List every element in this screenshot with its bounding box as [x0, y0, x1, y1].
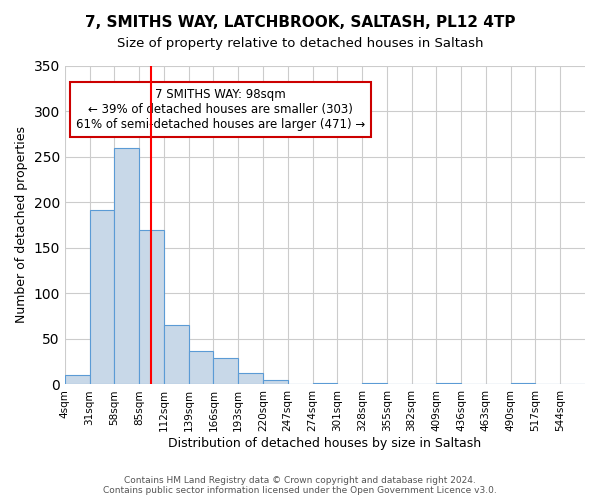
Text: Contains HM Land Registry data © Crown copyright and database right 2024.
Contai: Contains HM Land Registry data © Crown c…: [103, 476, 497, 495]
Bar: [436, 382, 461, 384]
Bar: [164, 325, 188, 384]
Bar: [115, 148, 139, 384]
Bar: [65, 376, 89, 384]
Bar: [263, 380, 288, 384]
Bar: [89, 210, 115, 384]
Bar: [362, 382, 387, 384]
X-axis label: Distribution of detached houses by size in Saltash: Distribution of detached houses by size …: [169, 437, 481, 450]
Bar: [188, 350, 214, 384]
Bar: [238, 372, 263, 384]
Bar: [139, 230, 164, 384]
Y-axis label: Number of detached properties: Number of detached properties: [15, 126, 28, 324]
Bar: [511, 382, 535, 384]
Bar: [214, 358, 238, 384]
Text: 7, SMITHS WAY, LATCHBROOK, SALTASH, PL12 4TP: 7, SMITHS WAY, LATCHBROOK, SALTASH, PL12…: [85, 15, 515, 30]
Text: Size of property relative to detached houses in Saltash: Size of property relative to detached ho…: [117, 38, 483, 51]
Bar: [313, 382, 337, 384]
Text: 7 SMITHS WAY: 98sqm
← 39% of detached houses are smaller (303)
61% of semi-detac: 7 SMITHS WAY: 98sqm ← 39% of detached ho…: [76, 88, 365, 131]
